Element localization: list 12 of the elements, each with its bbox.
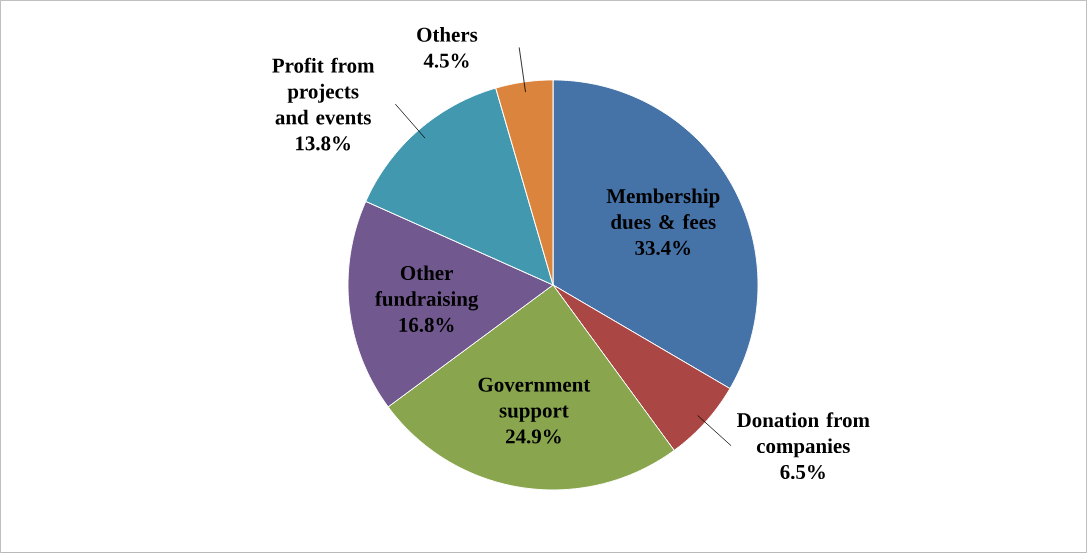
slice-label: Profit from projects and events <box>272 57 375 125</box>
data-label: 24.9% <box>506 429 561 444</box>
slice-label: Others <box>417 27 478 42</box>
data-label: 6.5% <box>780 464 825 480</box>
slice-label: Other fundraising <box>375 265 479 311</box>
data-label: 16.8% <box>399 317 454 333</box>
data-label: 4.5% <box>423 53 469 68</box>
data-label: 33.4% <box>635 240 691 256</box>
slice-label: Membership dues & fees <box>606 188 720 230</box>
slice-label: Donation from companies <box>737 412 870 458</box>
data-label: 13.8% <box>296 136 350 151</box>
slice-label: Government support <box>478 377 591 422</box>
